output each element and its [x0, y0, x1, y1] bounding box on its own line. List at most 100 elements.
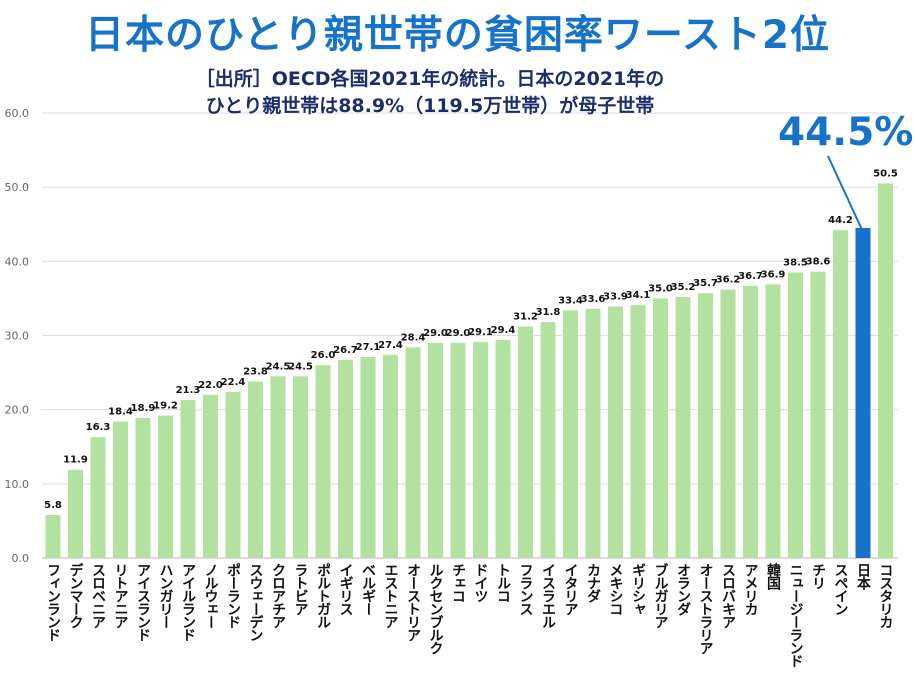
data-label: 11.9: [63, 455, 88, 466]
data-label: 38.6: [806, 257, 831, 268]
x-tick-label: フィンランド: [45, 563, 61, 641]
x-tick-label: フランス: [517, 563, 534, 615]
data-label: 27.4: [378, 340, 403, 351]
bar: [113, 421, 128, 558]
bar: [720, 289, 736, 558]
data-label: 18.4: [108, 407, 133, 418]
bar: [293, 376, 308, 558]
x-tick-label: 韓国: [765, 563, 781, 589]
data-label: 26.7: [333, 345, 358, 356]
y-tick-label: 60.0: [5, 107, 30, 120]
x-tick-label: ベルギー: [360, 563, 376, 615]
data-label: 31.2: [513, 312, 538, 323]
x-tick-label: チリ: [810, 563, 826, 589]
data-label: 35.0: [648, 283, 673, 294]
x-tick-label: アメリカ: [742, 563, 759, 615]
data-label: 24.5: [266, 361, 291, 372]
bar: [158, 415, 173, 558]
x-tick-label: アイルランド: [180, 563, 196, 641]
data-label: 22.4: [221, 377, 246, 388]
bar: [315, 365, 331, 558]
x-tick-label: ポーランド: [225, 563, 241, 628]
bar: [765, 284, 781, 558]
data-label: 29.0: [446, 328, 471, 339]
data-label: 33.6: [581, 294, 606, 305]
bar: [473, 342, 488, 558]
y-tick-label: 10.0: [5, 478, 30, 491]
data-label: 33.4: [558, 295, 583, 306]
y-tick-label: 30.0: [5, 330, 30, 343]
x-tick-label: イギリス: [337, 563, 354, 615]
chart-title: 日本のひとり親世帯の貧困率ワースト2位: [84, 13, 831, 58]
bar: [383, 354, 398, 558]
data-label: 38.5: [783, 257, 808, 268]
bar: [608, 306, 623, 558]
x-tick-label: デンマーク: [67, 563, 84, 628]
bar: [653, 298, 668, 558]
bar: [225, 391, 241, 558]
x-tick-label: ニュージーランド: [787, 563, 804, 667]
bar: [405, 347, 421, 558]
bar: [698, 293, 713, 558]
x-tick-label: スペイン: [832, 563, 849, 615]
bar: [180, 400, 196, 558]
x-tick-label: イタリア: [562, 563, 579, 615]
y-tick-label: 20.0: [5, 404, 30, 417]
bar: [270, 376, 286, 558]
x-tick-label: 日本: [855, 563, 871, 589]
x-tick-label: オーストリア: [405, 563, 421, 641]
bar: [518, 326, 533, 558]
subtitle-line-1: ［出所］OECD各国2021年の統計。日本の2021年の: [195, 68, 665, 90]
data-label: 35.2: [671, 282, 696, 293]
chart-subtitle: ［出所］OECD各国2021年の統計。日本の2021年の ひとり親世帯は88.9…: [120, 66, 740, 120]
x-tick-label: オーストラリア: [697, 563, 714, 654]
y-tick-label: 0.0: [12, 552, 30, 565]
data-label: 26.0: [311, 350, 336, 361]
x-tick-label: スウェーデン: [247, 563, 264, 641]
x-tick-label: ハンガリー: [157, 563, 174, 628]
bar: [878, 183, 893, 559]
data-label: 31.8: [536, 307, 561, 318]
x-tick-label: ギリシャ: [630, 563, 646, 615]
data-label: 22.0: [198, 380, 223, 391]
data-label: 27.1: [356, 342, 381, 353]
bar: [630, 305, 646, 558]
x-tick-label: イスラエル: [540, 563, 556, 628]
bar: [90, 437, 106, 558]
y-tick-label: 40.0: [5, 255, 30, 268]
bar: [585, 308, 601, 558]
x-tick-label: エストニア: [382, 563, 399, 628]
bar: [428, 342, 443, 558]
bar: [248, 381, 263, 558]
x-tick-label: クロアチア: [270, 563, 286, 628]
data-label: 29.0: [423, 328, 448, 339]
x-tick-label: チェコ: [450, 563, 466, 602]
x-tick-label: オランダ: [675, 563, 691, 615]
data-label: 36.9: [761, 269, 786, 280]
japan-callout: 44.5%: [778, 110, 914, 155]
data-label: 33.9: [603, 292, 628, 303]
x-tick-label: スロバキア: [720, 563, 736, 628]
x-tick-label: ドイツ: [472, 563, 489, 602]
x-tick-label: ラトビア: [292, 563, 309, 615]
x-tick-label: リトアニア: [112, 563, 129, 628]
data-label: 18.9: [131, 403, 156, 414]
bar: [540, 322, 556, 558]
x-tick-label: スロベニア: [90, 563, 106, 628]
bar: [675, 296, 691, 558]
data-label: 5.8: [44, 500, 62, 511]
x-tick-label: メキシコ: [607, 563, 624, 615]
x-tick-label: トルコ: [495, 563, 511, 602]
data-label: 35.7: [693, 278, 718, 289]
data-label: 24.5: [288, 361, 313, 372]
data-label: 50.5: [873, 168, 898, 179]
bar: [68, 469, 83, 558]
x-tick-label: ノルウェー: [202, 563, 219, 628]
bar: [495, 339, 511, 558]
data-label: 21.3: [176, 385, 201, 396]
bar: [833, 230, 848, 558]
data-label: 34.1: [626, 290, 651, 301]
data-label: 36.2: [716, 275, 741, 286]
x-tick-label: ポルトガル: [315, 563, 331, 628]
